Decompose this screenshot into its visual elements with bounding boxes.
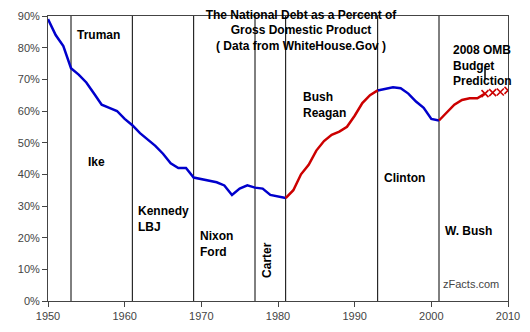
svg-text:50%: 50% [18, 137, 40, 149]
svg-text:Clinton: Clinton [384, 171, 425, 185]
svg-text:W. Bush: W. Bush [445, 224, 492, 238]
svg-text:2010: 2010 [496, 310, 520, 322]
svg-text:0%: 0% [24, 295, 40, 307]
svg-text:1970: 1970 [189, 310, 213, 322]
svg-text:KennedyLBJ: KennedyLBJ [138, 204, 189, 234]
svg-text:1980: 1980 [266, 310, 290, 322]
svg-text:40%: 40% [18, 168, 40, 180]
svg-text:20%: 20% [18, 232, 40, 244]
svg-text:70%: 70% [18, 73, 40, 85]
svg-text:Ike: Ike [88, 155, 105, 169]
svg-text:Carter: Carter [260, 242, 274, 278]
svg-text:zFacts.com: zFacts.com [443, 278, 499, 290]
svg-text:30%: 30% [18, 200, 40, 212]
svg-text:1950: 1950 [36, 310, 60, 322]
svg-text:BushReagan: BushReagan [303, 90, 346, 120]
svg-text:1960: 1960 [112, 310, 136, 322]
svg-text:NixonFord: NixonFord [200, 229, 233, 259]
svg-text:The National Debt as a Percent: The National Debt as a Percent ofGross D… [206, 8, 398, 53]
svg-text:80%: 80% [18, 42, 40, 54]
svg-text:2008 OMBBudgetPrediction: 2008 OMBBudgetPrediction [453, 43, 512, 88]
svg-text:Truman: Truman [77, 28, 120, 42]
svg-text:10%: 10% [18, 263, 40, 275]
svg-text:60%: 60% [18, 105, 40, 117]
svg-text:2000: 2000 [419, 310, 443, 322]
svg-text:90%: 90% [18, 10, 40, 22]
svg-text:1990: 1990 [342, 310, 366, 322]
